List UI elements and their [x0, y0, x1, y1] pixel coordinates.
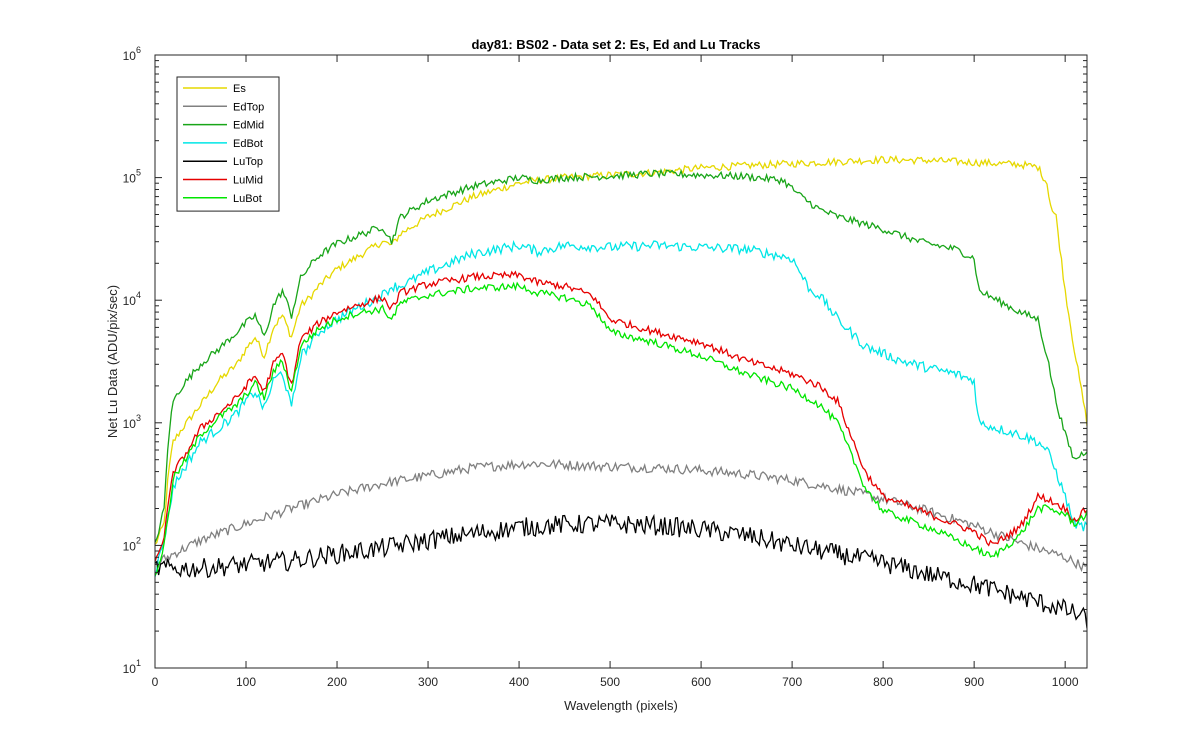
y-tick-label: 105 [123, 168, 141, 186]
y-axis-label: Net Lu Data (ADU/pix/sec) [105, 285, 120, 438]
x-tick-label: 600 [691, 675, 711, 689]
legend-label: EdBot [233, 138, 263, 150]
legend-label: EdTop [233, 101, 264, 113]
legend-label: LuTop [233, 156, 263, 168]
x-tick-label: 700 [782, 675, 802, 689]
legend-label: LuMid [233, 175, 263, 187]
legend-label: LuBot [233, 193, 262, 205]
series-layer [155, 157, 1087, 629]
y-tick-label: 102 [123, 535, 141, 553]
y-tick-label: 103 [123, 413, 141, 431]
legend-label: EdMid [233, 120, 264, 132]
x-tick-label: 0 [152, 675, 159, 689]
legend-box [177, 77, 279, 211]
x-tick-label: 300 [418, 675, 438, 689]
x-tick-label: 800 [873, 675, 893, 689]
legend-label: Es [233, 83, 246, 95]
x-tick-label: 200 [327, 675, 347, 689]
series-line-lumid [155, 272, 1087, 562]
series-line-edbot [155, 241, 1087, 577]
legend: Es EdTop EdMid EdBot LuTop LuMid LuBot [177, 77, 279, 211]
series-line-es [155, 157, 1087, 545]
x-axis-label: Wavelength (pixels) [564, 698, 678, 713]
x-tick-label: 100 [236, 675, 256, 689]
x-tick-label: 400 [509, 675, 529, 689]
series-line-edmid [155, 170, 1087, 542]
series-line-lutop [155, 515, 1087, 629]
y-tick-label: 106 [123, 45, 141, 63]
x-tick-label: 900 [964, 675, 984, 689]
y-tick-label: 104 [123, 290, 141, 308]
chart-title: day81: BS02 - Data set 2: Es, Ed and Lu … [471, 37, 760, 52]
x-tick-label: 1000 [1052, 675, 1079, 689]
y-tick-label: 101 [123, 658, 141, 676]
x-tick-label: 500 [600, 675, 620, 689]
